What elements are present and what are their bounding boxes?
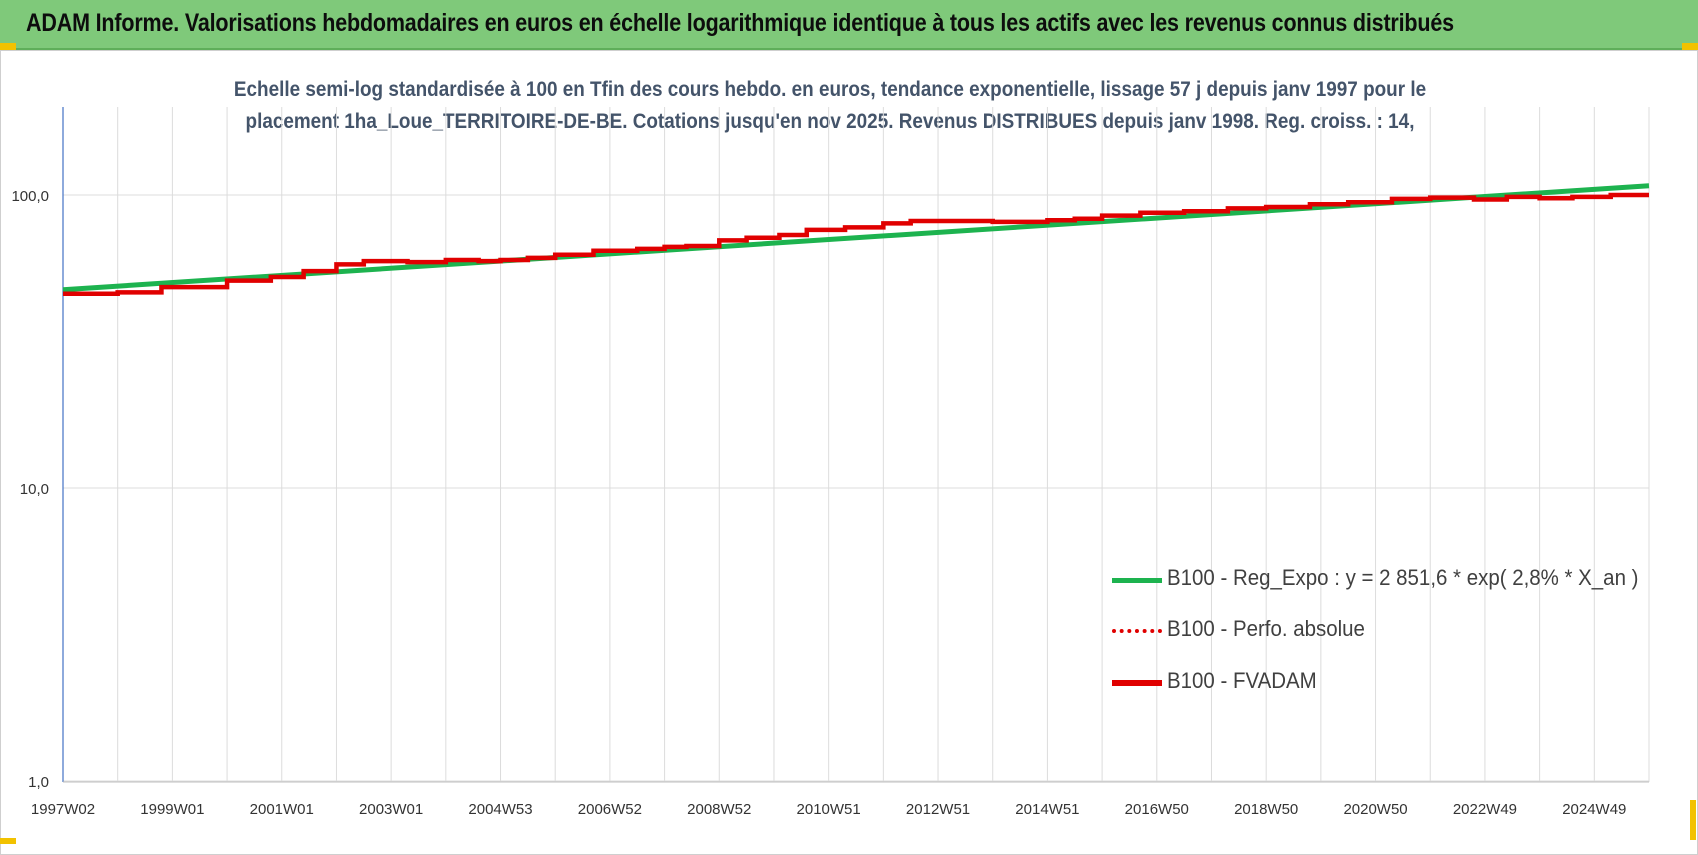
legend-swatch-reg-expo bbox=[1112, 578, 1162, 583]
x-tick-label: 2006W52 bbox=[578, 801, 642, 818]
legend: B100 - Reg_Expo : y = 2 851,6 * exp( 2,8… bbox=[1112, 565, 1672, 715]
tick-labels: 1,0 10,0 100,0 1997W02 1999W01 2001W01 2003W01… bbox=[11, 188, 1626, 818]
corner-handle-top-left bbox=[0, 43, 16, 50]
corner-handle-bottom-left bbox=[0, 838, 16, 844]
x-tick-label: 2003W01 bbox=[359, 801, 423, 818]
x-tick-label: 2022W49 bbox=[1453, 801, 1517, 818]
series-line-reg-expo bbox=[62, 183, 1650, 293]
report-banner: ADAM Informe. Valorisations hebdomadaire… bbox=[0, 0, 1698, 50]
legend-label-fvadam: B100 - FVADAM bbox=[1167, 668, 1317, 693]
corner-handle-top-right bbox=[1682, 43, 1698, 50]
x-tick-label: 2020W50 bbox=[1343, 801, 1407, 818]
legend-swatch-perfo-absolue bbox=[1112, 629, 1162, 633]
x-tick-label: 2010W51 bbox=[797, 801, 861, 818]
x-tick-label: 2012W51 bbox=[906, 801, 970, 818]
axes bbox=[62, 107, 1649, 783]
chart-panel bbox=[0, 50, 1698, 855]
y-tick-label: 10,0 bbox=[20, 481, 49, 498]
y-tick-label: 1,0 bbox=[28, 774, 49, 791]
legend-label-reg-expo: B100 - Reg_Expo : y = 2 851,6 * exp( 2,8… bbox=[1167, 565, 1639, 590]
x-tick-label: 2024W49 bbox=[1562, 801, 1626, 818]
chart-title-line-2: placement 1ha_Loue_TERRITOIRE-DE-BE. Cot… bbox=[245, 110, 1415, 133]
x-tick-label: 2014W51 bbox=[1015, 801, 1079, 818]
corner-handle-bottom-right bbox=[1690, 800, 1696, 840]
x-tick-label: 2004W53 bbox=[468, 801, 532, 818]
x-tick-label: 2001W01 bbox=[250, 801, 314, 818]
x-tick-label: 1997W02 bbox=[31, 801, 95, 818]
series-lines bbox=[62, 183, 1650, 297]
x-tick-label: 2018W50 bbox=[1234, 801, 1298, 818]
legend-label-perfo-absolue: B100 - Perfo. absolue bbox=[1167, 616, 1365, 641]
y-tick-label: 100,0 bbox=[11, 188, 49, 205]
chart-title-line-1: Echelle semi-log standardisée à 100 en T… bbox=[233, 78, 1427, 101]
series-line-fvadam bbox=[63, 192, 1649, 297]
report-title: ADAM Informe. Valorisations hebdomadaire… bbox=[26, 9, 1454, 37]
legend-swatch-fvadam bbox=[1112, 680, 1162, 686]
chart-title: Echelle semi-log standardisée à 100 en T… bbox=[218, 74, 1442, 138]
x-tick-label: 1999W01 bbox=[140, 801, 204, 818]
x-tick-label: 2008W52 bbox=[687, 801, 751, 818]
x-tick-label: 2016W50 bbox=[1125, 801, 1189, 818]
